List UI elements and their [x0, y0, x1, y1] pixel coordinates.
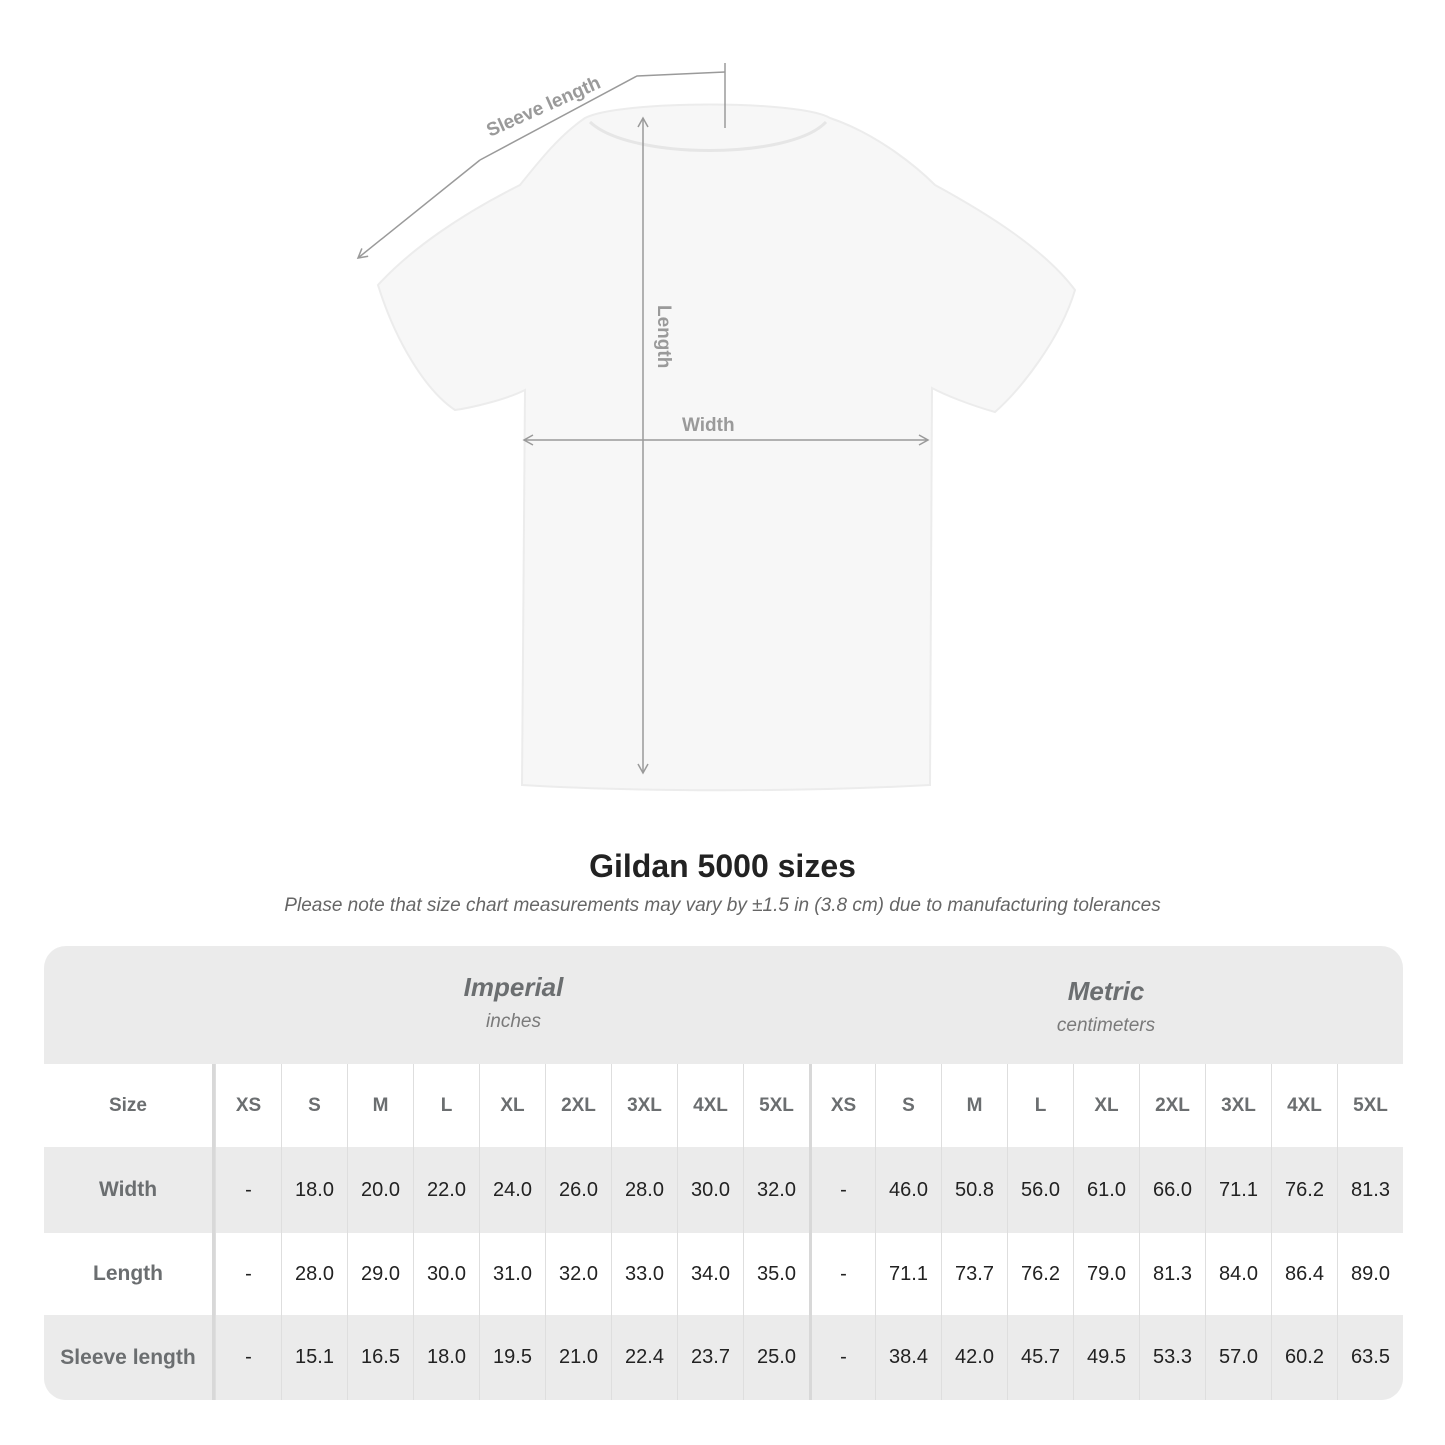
- imperial-value-cell: 24.0: [479, 1147, 545, 1233]
- metric-unit: centimeters: [1056, 1015, 1156, 1036]
- imperial-value-cell: 32.0: [545, 1233, 611, 1315]
- tolerance-note: Please note that size chart measurements…: [284, 895, 1161, 916]
- metric-value-cell: 53.3: [1139, 1315, 1205, 1400]
- imperial-value-cell: -: [215, 1233, 281, 1315]
- imperial-value-cell: 35.0: [743, 1233, 809, 1315]
- size-header-cell: 3XL: [611, 1064, 677, 1147]
- imperial-value-cell: 25.0: [743, 1315, 809, 1400]
- size-header-cell: XL: [1073, 1064, 1139, 1147]
- imperial-value-cell: 15.1: [281, 1315, 347, 1400]
- size-header-cell: L: [1007, 1064, 1073, 1147]
- metric-title: Metric: [1067, 976, 1145, 1006]
- size-header-cell: S: [875, 1064, 941, 1147]
- imperial-value-cell: 16.5: [347, 1315, 413, 1400]
- metric-value-cell: 61.0: [1073, 1147, 1139, 1233]
- imperial-value-cell: 26.0: [545, 1147, 611, 1233]
- row-label: Size: [44, 1064, 215, 1147]
- imperial-unit: inches: [486, 1011, 541, 1032]
- metric-value-cell: 79.0: [1073, 1233, 1139, 1315]
- imperial-value-cell: 28.0: [611, 1147, 677, 1233]
- sleeve-length-arrow: [356, 159, 481, 259]
- metric-header: Metric centimeters: [809, 946, 1403, 1064]
- size-header-row: Size XS S M L XL 2XL 3XL 4XL 5XL XS S M L XL 2XL 3XL 4XL 5…: [44, 1064, 1403, 1147]
- imperial-value-cell: 18.0: [281, 1147, 347, 1233]
- table-row: Length -28.0 29.0 30.0 31.0 32.0 33.0 34.0 35.0-…: [44, 1233, 1403, 1315]
- metric-value-cell: 81.3: [1337, 1147, 1403, 1233]
- size-header-cell: XS: [215, 1064, 281, 1147]
- imperial-value-cell: 20.0: [347, 1147, 413, 1233]
- imperial-value-cell: 30.0: [677, 1147, 743, 1233]
- metric-value-cell: 89.0: [1337, 1233, 1403, 1315]
- length-label: Length: [653, 305, 674, 368]
- size-header-cell: S: [281, 1064, 347, 1147]
- imperial-value-cell: 31.0: [479, 1233, 545, 1315]
- table-row: Sleeve length -15.1 16.5 18.0 19.5 21.0 22.4 23…: [44, 1315, 1403, 1400]
- imperial-value-cell: 33.0: [611, 1233, 677, 1315]
- metric-value-cell: 71.1: [1205, 1147, 1271, 1233]
- imperial-value-cell: 23.7: [677, 1315, 743, 1400]
- metric-value-cell: -: [809, 1233, 875, 1315]
- imperial-value-cell: 32.0: [743, 1147, 809, 1233]
- imperial-value-cell: 22.4: [611, 1315, 677, 1400]
- tshirt-diagram: Sleeve length Length Width: [356, 63, 1077, 792]
- row-label: Sleeve length: [44, 1315, 215, 1400]
- table-row: Width -18.0 20.0 22.0 24.0 26.0 28.0 30.0 32.0-4…: [44, 1147, 1403, 1233]
- metric-value-cell: 57.0: [1205, 1315, 1271, 1400]
- imperial-value-cell: 34.0: [677, 1233, 743, 1315]
- metric-value-cell: 49.5: [1073, 1315, 1139, 1400]
- tshirt-image: [376, 103, 1077, 792]
- chart-title: Gildan 5000 sizes: [589, 848, 856, 884]
- metric-value-cell: 66.0: [1139, 1147, 1205, 1233]
- metric-value-cell: 46.0: [875, 1147, 941, 1233]
- metric-value-cell: -: [809, 1147, 875, 1233]
- metric-value-cell: 76.2: [1007, 1233, 1073, 1315]
- imperial-value-cell: 19.5: [479, 1315, 545, 1400]
- size-header-cell: XL: [479, 1064, 545, 1147]
- imperial-value-cell: -: [215, 1315, 281, 1400]
- imperial-value-cell: 28.0: [281, 1233, 347, 1315]
- imperial-value-cell: 22.0: [413, 1147, 479, 1233]
- size-header-cell: 4XL: [1271, 1064, 1337, 1147]
- metric-value-cell: 60.2: [1271, 1315, 1337, 1400]
- metric-value-cell: -: [809, 1315, 875, 1400]
- metric-value-cell: 45.7: [1007, 1315, 1073, 1400]
- size-header-cell: M: [347, 1064, 413, 1147]
- metric-value-cell: 38.4: [875, 1315, 941, 1400]
- size-header-cell: 5XL: [1337, 1064, 1403, 1147]
- metric-value-cell: 84.0: [1205, 1233, 1271, 1315]
- size-header-cell: 4XL: [677, 1064, 743, 1147]
- metric-value-cell: 73.7: [941, 1233, 1007, 1315]
- metric-value-cell: 63.5: [1337, 1315, 1403, 1400]
- imperial-value-cell: -: [215, 1147, 281, 1233]
- imperial-value-cell: 18.0: [413, 1315, 479, 1400]
- size-header-cell: M: [941, 1064, 1007, 1147]
- metric-value-cell: 81.3: [1139, 1233, 1205, 1315]
- metric-value-cell: 76.2: [1271, 1147, 1337, 1233]
- metric-value-cell: 50.8: [941, 1147, 1007, 1233]
- imperial-value-cell: 21.0: [545, 1315, 611, 1400]
- size-header-cell: 3XL: [1205, 1064, 1271, 1147]
- size-header-cell: L: [413, 1064, 479, 1147]
- imperial-value-cell: 30.0: [413, 1233, 479, 1315]
- width-label: Width: [682, 415, 735, 436]
- metric-value-cell: 56.0: [1007, 1147, 1073, 1233]
- metric-value-cell: 71.1: [875, 1233, 941, 1315]
- metric-value-cell: 86.4: [1271, 1233, 1337, 1315]
- imperial-value-cell: 29.0: [347, 1233, 413, 1315]
- size-table: Imperial inches Metric centimeters Size X…: [44, 946, 1403, 1400]
- size-header-cell: 2XL: [1139, 1064, 1205, 1147]
- size-header-cell: XS: [809, 1064, 875, 1147]
- size-header-cell: 5XL: [743, 1064, 809, 1147]
- metric-value-cell: 42.0: [941, 1315, 1007, 1400]
- imperial-title: Imperial: [463, 972, 564, 1002]
- imperial-header: Imperial inches: [215, 946, 812, 1064]
- size-header-cell: 2XL: [545, 1064, 611, 1147]
- row-label: Length: [44, 1233, 215, 1315]
- row-label: Width: [44, 1147, 215, 1233]
